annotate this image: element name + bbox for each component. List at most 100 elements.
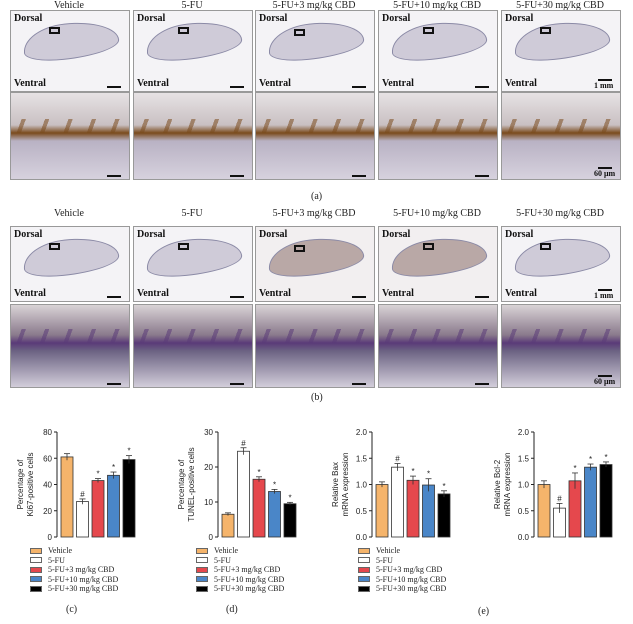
scale-bar <box>230 383 244 385</box>
legend-swatch-vehicle <box>30 547 42 554</box>
bar-cbd3 <box>91 480 105 538</box>
scale-label: 60 μm <box>594 377 616 386</box>
significance-mark: * <box>604 453 607 462</box>
y-axis-label: Relative BaxmRNA expression <box>331 452 350 516</box>
bar-vehicle <box>375 484 389 538</box>
bar-cbd3 <box>406 479 420 538</box>
scale-bar <box>475 175 489 177</box>
bar-cbd30 <box>437 493 451 538</box>
column-header-b: 5-FU+3 mg/kg CBD <box>272 208 356 219</box>
significance-mark: * <box>273 480 276 489</box>
papillae-texture <box>11 119 129 133</box>
bar-cbd10 <box>107 474 120 538</box>
dorsal-label: Dorsal <box>505 13 534 24</box>
high-mag-panel-a <box>133 92 253 180</box>
y-axis-label-line: TUNEL-positive cells <box>187 447 196 521</box>
scale-bar <box>475 86 489 88</box>
y-axis-label: Percentage ofKi67-positive cells <box>16 452 35 516</box>
column-header-b: 5-FU <box>181 208 203 219</box>
legend-item: 5-FU+3 mg/kg CBD <box>358 565 446 575</box>
legend-swatch-fu <box>30 557 42 564</box>
column-header-a: 5-FU+30 mg/kg CBD <box>516 0 604 11</box>
y-tick-label: 80 <box>43 428 52 437</box>
ventral-label: Ventral <box>382 288 414 299</box>
ventral-label: Ventral <box>505 288 537 299</box>
significance-mark: # <box>557 494 562 503</box>
region-of-interest-box <box>49 243 60 250</box>
scale-bar <box>352 383 366 385</box>
y-axis-label: Relative Bcl-2mRNA expression <box>493 452 512 516</box>
high-mag-panel-a: 60 μm <box>501 92 621 180</box>
caption-a: (a) <box>311 191 323 202</box>
legend-item: 5-FU+10 mg/kg CBD <box>30 575 118 585</box>
legend-label: 5-FU <box>48 555 65 565</box>
tissue-section <box>21 18 121 64</box>
ventral-label: Ventral <box>14 288 46 299</box>
papillae-texture <box>134 119 252 133</box>
y-tick-label: 20 <box>43 507 52 516</box>
y-tick-label: 60 <box>43 454 52 463</box>
region-of-interest-box <box>540 27 551 34</box>
bar-chart: 0 20 40 60 80 Percentage ofKi67-positive cell… <box>16 428 136 542</box>
significance-mark: # <box>395 455 400 464</box>
legend-item: 5-FU <box>358 556 446 566</box>
region-of-interest-box <box>49 27 60 34</box>
papillae-texture <box>134 329 252 343</box>
y-tick-label: 2.0 <box>356 428 368 437</box>
dorsal-label: Dorsal <box>505 229 534 240</box>
region-of-interest-box <box>178 27 189 34</box>
y-axis-label-line: Ki67-positive cells <box>26 452 35 516</box>
y-axis-label-line: Relative Bcl-2 <box>493 459 502 509</box>
papillae-texture <box>379 329 497 343</box>
legend-item: 5-FU+30 mg/kg CBD <box>30 584 118 594</box>
tissue-section <box>144 234 244 280</box>
high-mag-panel-a <box>378 92 498 180</box>
scale-bar <box>107 86 121 88</box>
ventral-label: Ventral <box>259 78 291 89</box>
caption-c: (c) <box>66 604 78 615</box>
region-of-interest-box <box>294 245 305 252</box>
tissue-section <box>266 234 366 280</box>
legend-label: Vehicle <box>48 546 72 556</box>
y-axis-label-line: Percentage of <box>16 459 25 510</box>
y-axis-label-line: Relative Bax <box>331 462 340 507</box>
bar-cbd3 <box>568 480 582 538</box>
bar-chart: 0 10 20 30 Percentage ofTUNEL-positive cells… <box>177 428 297 542</box>
ventral-label: Ventral <box>382 78 414 89</box>
ventral-label: Ventral <box>505 78 537 89</box>
column-header-b: 5-FU+30 mg/kg CBD <box>516 208 604 219</box>
legend-item: 5-FU+30 mg/kg CBD <box>358 584 446 594</box>
column-header-b: Vehicle <box>54 208 84 219</box>
high-mag-panel-b <box>10 304 130 388</box>
legend-item: Vehicle <box>358 546 446 556</box>
papillae-texture <box>256 119 374 133</box>
dorsal-label: Dorsal <box>14 13 43 24</box>
column-header-a: 5-FU+3 mg/kg CBD <box>272 0 356 11</box>
high-mag-panel-b <box>133 304 253 388</box>
legend-item: 5-FU+10 mg/kg CBD <box>358 575 446 585</box>
legend-swatch-cbd3 <box>358 566 370 573</box>
bar-cbd30 <box>283 503 297 538</box>
scale-bar <box>107 383 121 385</box>
legend-label: 5-FU+30 mg/kg CBD <box>48 584 119 594</box>
low-mag-panel-b: Dorsal Ventral <box>255 226 375 302</box>
legend-item: Vehicle <box>196 546 284 556</box>
y-tick-label: 1.0 <box>518 481 530 490</box>
y-tick-label: 0.5 <box>356 507 368 516</box>
low-mag-panel-a: Dorsal Ventral <box>255 10 375 92</box>
significance-mark: * <box>411 467 414 476</box>
legend-swatch-fu <box>196 557 208 564</box>
column-header-a: Vehicle <box>54 0 84 11</box>
y-tick-label: 10 <box>204 498 213 507</box>
bar-cbd10 <box>584 466 597 538</box>
scale-bar <box>352 86 366 88</box>
legend-swatch-cbd3 <box>196 566 208 573</box>
significance-mark: * <box>96 470 99 479</box>
legend-swatch-vehicle <box>358 547 370 554</box>
high-mag-panel-a <box>10 92 130 180</box>
bar-cbd30 <box>122 459 136 538</box>
y-axis-label-line: mRNA expression <box>503 452 512 516</box>
significance-mark: * <box>427 470 430 479</box>
bar-cbd10 <box>268 491 281 538</box>
legend-label: Vehicle <box>376 546 400 556</box>
